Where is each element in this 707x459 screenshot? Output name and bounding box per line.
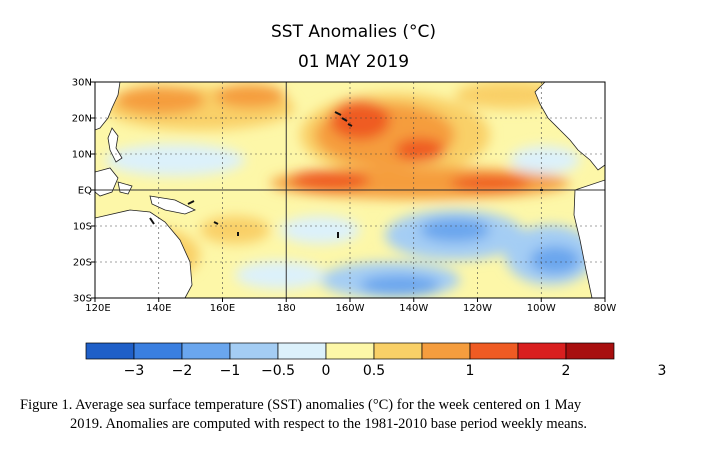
colorbar-swatch bbox=[565, 342, 615, 360]
colorbar-swatch bbox=[229, 342, 279, 360]
lon-tick-label: 80W bbox=[594, 303, 617, 314]
south-america-land bbox=[573, 179, 605, 298]
colorbar-swatch bbox=[133, 342, 183, 360]
colorbar-label: −0.5 bbox=[261, 363, 295, 379]
pacific-islands bbox=[149, 111, 543, 238]
colorbar-swatch bbox=[421, 342, 471, 360]
colorbar-swatch bbox=[517, 342, 567, 360]
land-masses bbox=[95, 82, 605, 298]
colorbar-swatches bbox=[85, 342, 615, 360]
colorbar-swatch bbox=[469, 342, 519, 360]
lat-tick-label: 20N bbox=[72, 114, 92, 125]
colorbar-swatch bbox=[373, 342, 423, 360]
colorbar-label: −1 bbox=[220, 363, 241, 379]
graticule bbox=[95, 82, 605, 298]
colorbar-label: 0 bbox=[322, 363, 331, 379]
lat-tick-label: 30N bbox=[72, 78, 92, 89]
lon-tick-label: 180 bbox=[277, 303, 296, 314]
australia-land bbox=[95, 209, 193, 298]
lat-tick-label: 30S bbox=[73, 294, 92, 305]
colorbar-swatch bbox=[277, 342, 327, 360]
caption-line-2: 2019. Anomalies are computed with respec… bbox=[70, 416, 588, 432]
colorbar-labels: −3 −2 −1 −0.5 0 0.5 1 2 3 bbox=[124, 363, 667, 379]
colorbar-swatch bbox=[85, 342, 135, 360]
colorbar-label: −3 bbox=[124, 363, 145, 379]
colorbar-swatch bbox=[325, 342, 375, 360]
north-america-land bbox=[534, 82, 605, 171]
lat-tick-label: EQ bbox=[78, 186, 92, 197]
map-title: SST Anomalies (°C) bbox=[271, 22, 436, 42]
new-guinea-land bbox=[149, 195, 196, 215]
map-date: 01 MAY 2019 bbox=[297, 52, 410, 72]
caption-line-1: Figure 1. Average sea surface temperatur… bbox=[20, 397, 582, 413]
borneo-land bbox=[95, 167, 119, 197]
lat-tick-label: 20S bbox=[73, 258, 92, 269]
lon-tick-label: 160E bbox=[210, 303, 235, 314]
lon-tick-label: 140E bbox=[146, 303, 171, 314]
colorbar-swatch bbox=[181, 342, 231, 360]
lat-tick-label: 10N bbox=[72, 150, 92, 161]
colorbar-label: 3 bbox=[658, 363, 667, 379]
lon-tick-label: 100W bbox=[527, 303, 556, 314]
lon-tick-label: 120E bbox=[85, 303, 110, 314]
philippines-land bbox=[107, 127, 123, 163]
lat-tick-label: 10S bbox=[73, 222, 92, 233]
colorbar-label: 0.5 bbox=[363, 363, 385, 379]
sulawesi-land bbox=[117, 181, 133, 195]
lon-tick-label: 140W bbox=[399, 303, 428, 314]
figure-caption: Figure 1. Average sea surface temperatur… bbox=[20, 396, 700, 434]
lon-tick-label: 160W bbox=[336, 303, 365, 314]
colorbar-label: 1 bbox=[466, 363, 475, 379]
colorbar-label: 2 bbox=[562, 363, 571, 379]
lon-tick-label: 120W bbox=[463, 303, 492, 314]
colorbar-label: −2 bbox=[172, 363, 193, 379]
